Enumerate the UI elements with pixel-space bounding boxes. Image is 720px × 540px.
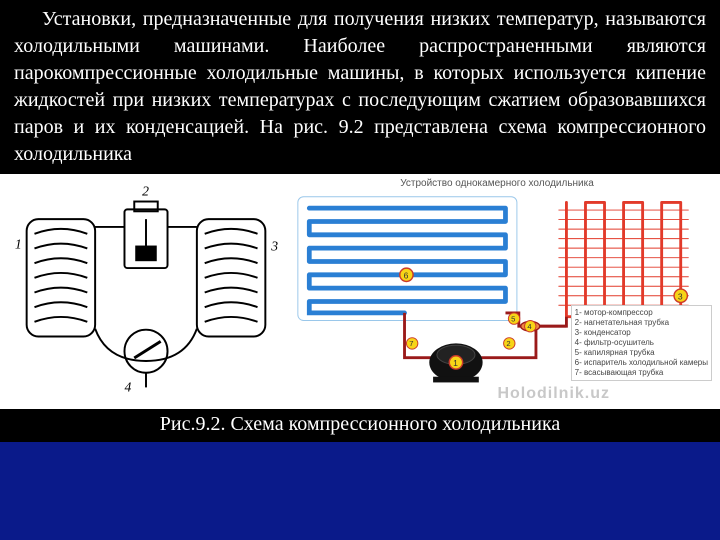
- watermark-text: Holodilnik.uz: [497, 385, 610, 403]
- svg-text:3: 3: [678, 292, 683, 302]
- svg-text:7: 7: [409, 339, 413, 348]
- legend-item: 2- нагнетательная трубка: [575, 318, 708, 328]
- legend-box: 1- мотор-компрессор 2- нагнетательная тр…: [571, 305, 712, 381]
- paragraph-block: Установки, предназначенные для получения…: [0, 0, 720, 174]
- schematic-right: Устройство однокамерного холодильника 6: [280, 174, 720, 409]
- legend-item: 4- фильтр-осушитель: [575, 338, 708, 348]
- legend-item: 1- мотор-компрессор: [575, 308, 708, 318]
- figure-caption: Рис.9.2. Схема компрессионного холодильн…: [0, 409, 720, 442]
- legend-item: 7- всасывающая трубка: [575, 368, 708, 378]
- svg-text:2: 2: [506, 339, 510, 348]
- schematic-label-3: 3: [270, 238, 278, 253]
- schematic-left: 1 2 3 4: [0, 174, 280, 409]
- legend-item: 6- испаритель холодильной камеры: [575, 358, 708, 368]
- svg-text:6: 6: [404, 271, 409, 281]
- figures-row: 1 2 3 4 Устройство однокамерного холодил…: [0, 174, 720, 409]
- schematic-left-svg: 1 2 3 4: [6, 180, 286, 405]
- right-diagram-title: Устройство однокамерного холодильника: [280, 178, 714, 189]
- schematic-label-1: 1: [15, 236, 22, 251]
- svg-text:1: 1: [453, 358, 458, 368]
- legend-item: 5- капилярная трубка: [575, 348, 708, 358]
- svg-text:5: 5: [511, 314, 515, 323]
- schematic-label-2: 2: [142, 184, 149, 199]
- legend-item: 3- конденсатор: [575, 328, 708, 338]
- schematic-label-4: 4: [124, 379, 131, 394]
- paragraph-text: Установки, предназначенные для получения…: [14, 6, 706, 168]
